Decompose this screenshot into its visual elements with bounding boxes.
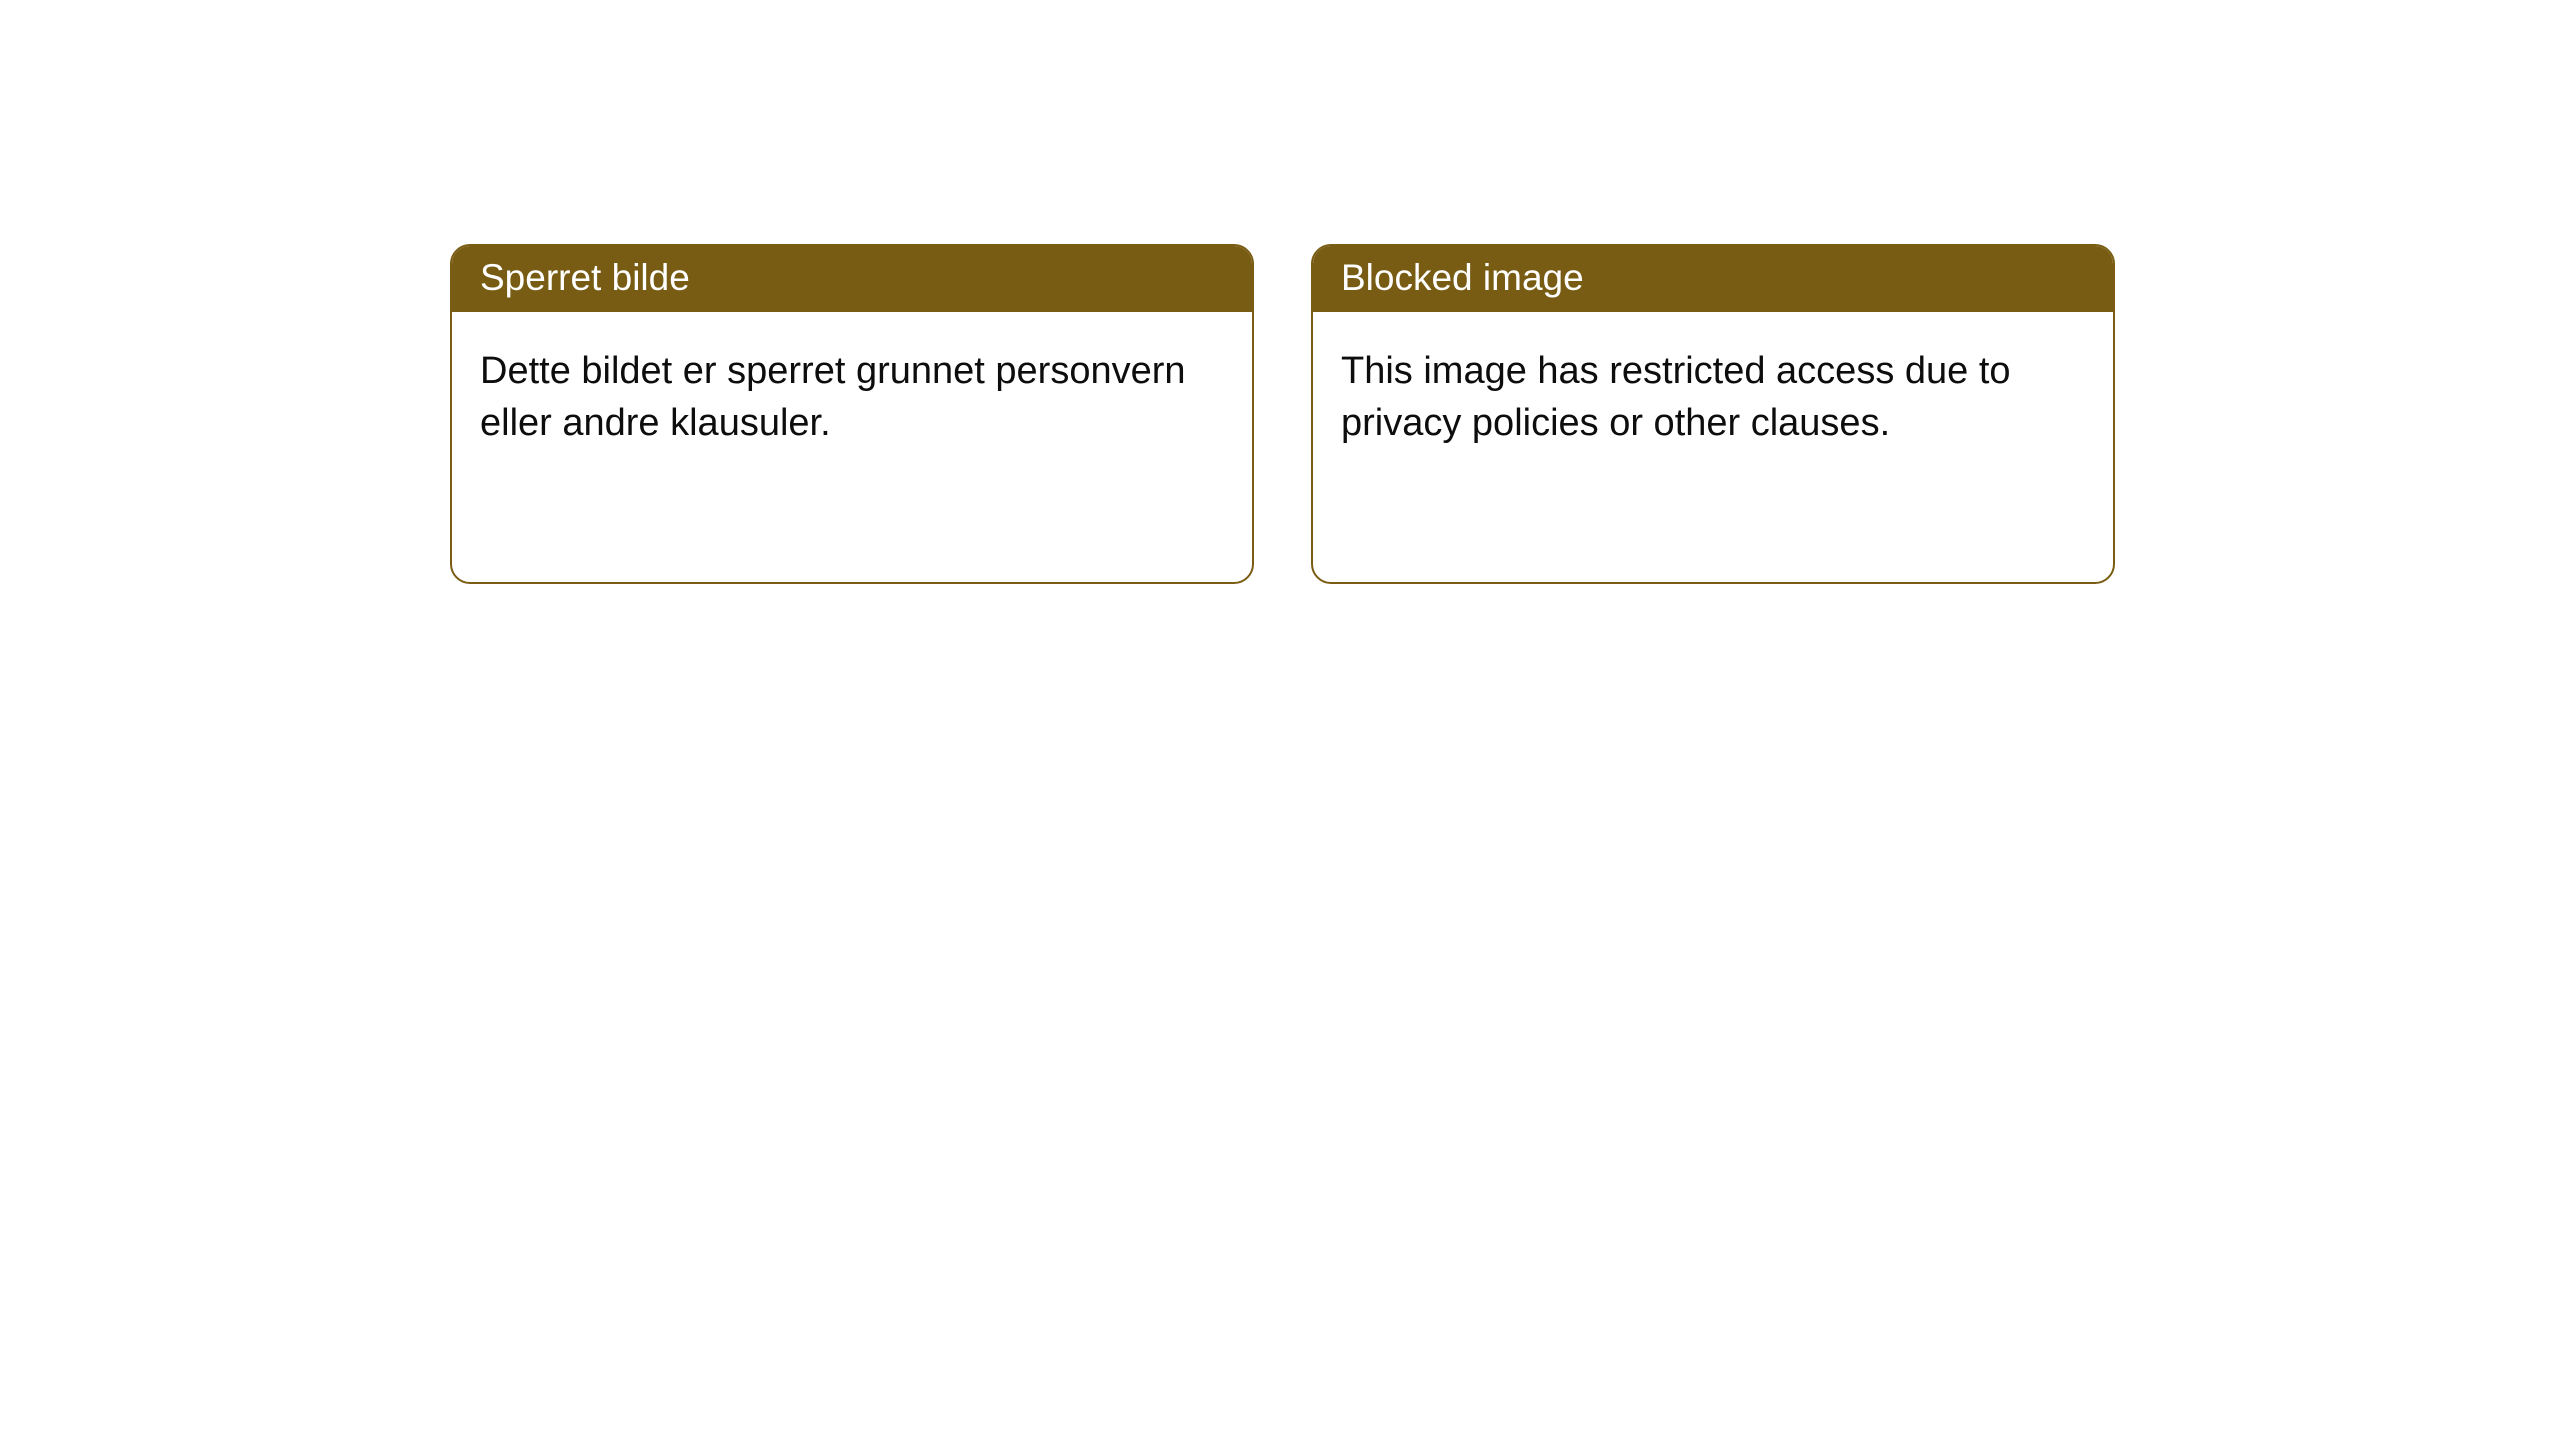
panel-title-no: Sperret bilde — [452, 246, 1252, 312]
panel-body-en: This image has restricted access due to … — [1313, 312, 2113, 582]
panel-title-en: Blocked image — [1313, 246, 2113, 312]
notice-panel-no: Sperret bilde Dette bildet er sperret gr… — [450, 244, 1254, 584]
notice-panel-en: Blocked image This image has restricted … — [1311, 244, 2115, 584]
notice-container: Sperret bilde Dette bildet er sperret gr… — [0, 0, 2560, 584]
panel-body-no: Dette bildet er sperret grunnet personve… — [452, 312, 1252, 582]
